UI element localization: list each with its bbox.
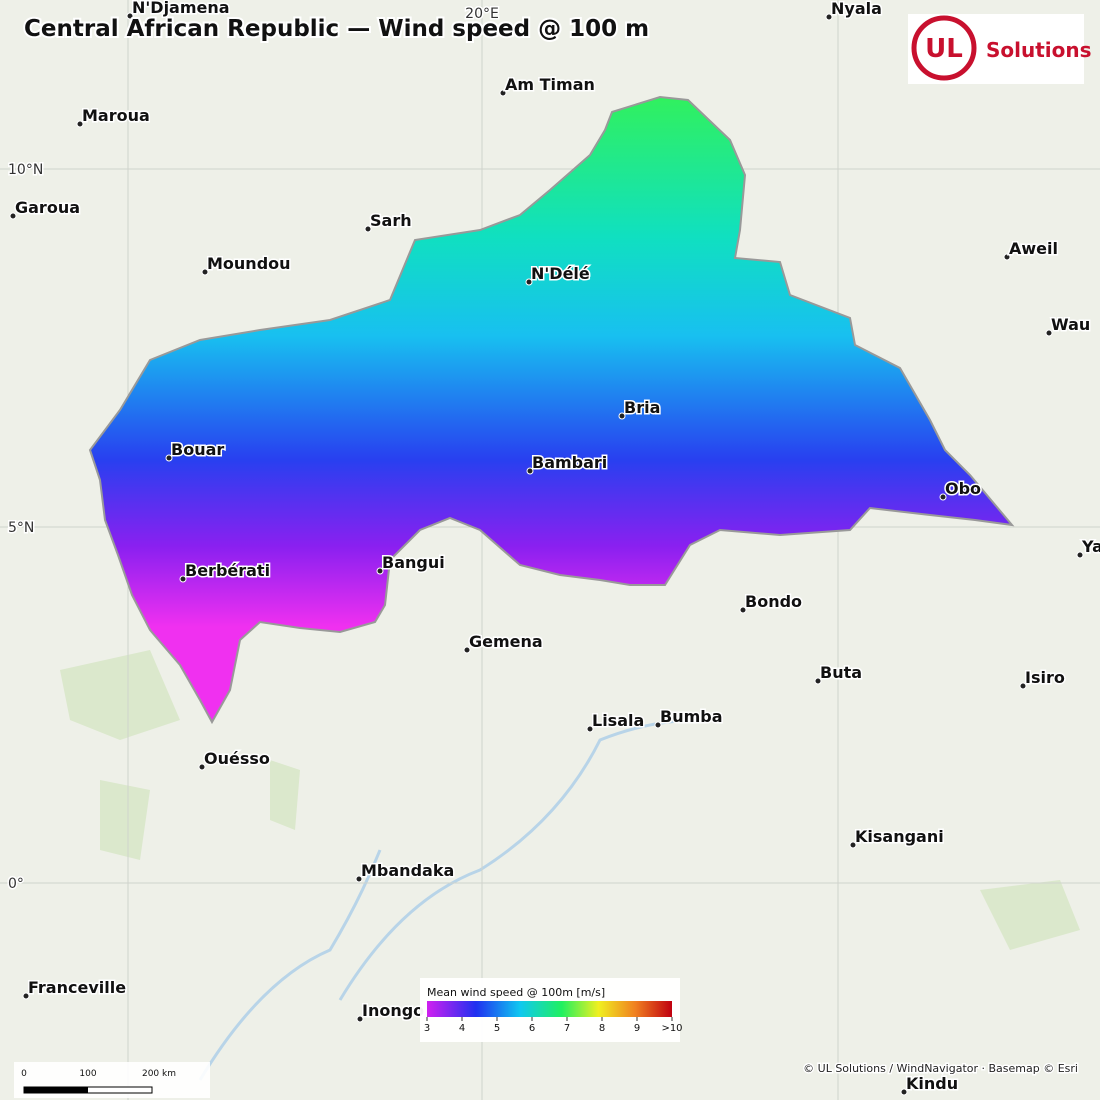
city-dot [364,225,372,233]
attribution: © UL Solutions / WindNavigator · Basemap… [803,1062,1078,1075]
logo-mark: UL [925,34,963,64]
scale-bar-segment [24,1087,88,1093]
city-dot [900,1088,908,1096]
city-dot [165,454,173,462]
city-label: Moundou [207,254,291,273]
city-dot [814,677,822,685]
river [198,849,382,1081]
labels: N'Djamena Nyala Am Timan Maroua Garoua Sarh Mo… [7,0,1100,1096]
city-label: Kisangani [855,827,944,846]
city-dot [526,467,534,475]
title: Central African Republic — Wind speed @ … [24,16,649,42]
city-dot [356,1015,364,1023]
legend-title: Mean wind speed @ 100m [m/s] [427,986,605,999]
legend-tick-label: 8 [599,1023,605,1034]
scale-bar-label: 100 [79,1069,96,1079]
city-label: Isiro [1025,668,1065,687]
city-label: Bambari [532,453,607,472]
legend-colorbar [427,1001,672,1017]
scale-bar-label: 200 km [142,1069,176,1079]
latitude-label: 5°N [8,520,34,536]
legend-tick-label: 3 [424,1023,430,1034]
city-dot [939,493,947,501]
legend-tick-label: 4 [459,1023,465,1034]
city-dot [849,841,857,849]
city-dot [22,992,30,1000]
city-dot [179,575,187,583]
city-label: Inongo [362,1001,424,1020]
city-label: Obo [945,479,981,498]
legend-tick-label: 6 [529,1023,535,1034]
city-label: Aweil [1009,239,1058,258]
city-dot [201,268,209,276]
logo-text: Solutions [986,38,1092,62]
city-label: Buta [820,663,862,682]
legend-tick-label: 9 [634,1023,640,1034]
city-dot [825,13,833,21]
city-label: Franceville [28,978,126,997]
city-label: Lisala [592,711,644,730]
city-dot [76,120,84,128]
city-dot [618,412,626,420]
city-label: Maroua [82,106,150,125]
logo: UL Solutions [908,14,1092,84]
city-label: Kindu [906,1074,958,1093]
city-label: N'Délé [531,264,590,283]
city-dot [1003,253,1011,261]
city-label: N'Djamena [132,0,230,17]
city-dot [355,875,363,883]
legend-tick-label: 5 [494,1023,500,1034]
city-label: Yambio [1081,537,1100,556]
city-label: Berbérati [185,561,270,580]
scale-bar-label: 0 [21,1069,27,1079]
city-label: Bondo [745,592,802,611]
city-label: Bangui [382,553,445,572]
latitude-label: 10°N [8,162,43,178]
city-dot [198,763,206,771]
longitude-label: 20°E [465,6,499,22]
city-label: Bria [624,398,660,417]
city-dot [1019,682,1027,690]
city-dot [126,12,134,20]
city-dot [9,212,17,220]
city-label: Wau [1051,315,1090,334]
city-dot [1076,551,1084,559]
logo-circle [911,15,977,81]
legend-tick-label: 7 [564,1023,570,1034]
city-label: Ouésso [204,749,270,768]
legend: Mean wind speed @ 100m [m/s] 3 4 5 6 7 8 9 >10 [420,978,683,1042]
river [338,718,701,1001]
legend-tick-label: >10 [661,1023,682,1034]
city-label: Nyala [831,0,882,18]
city-dot [654,721,662,729]
city-dot [586,725,594,733]
forest-areas [60,650,1080,950]
city-dot [499,89,507,97]
city-label: Am Timan [505,75,595,94]
city-label: Garoua [15,198,80,217]
city-dot [739,606,747,614]
city-label: Gemena [469,632,543,651]
latitude-label: 0° [8,876,24,892]
country-wind-raster [88,95,1015,725]
city-label: Mbandaka [361,861,454,880]
scale-bar: 0 100 200 km [14,1062,210,1098]
city-label: Bouar [171,440,224,459]
city-dot [1045,329,1053,337]
city-dot [525,278,533,286]
city-dot [463,646,471,654]
city-label: Sarh [370,211,412,230]
city-label: Bumba [660,707,723,726]
city-dot [376,567,384,575]
